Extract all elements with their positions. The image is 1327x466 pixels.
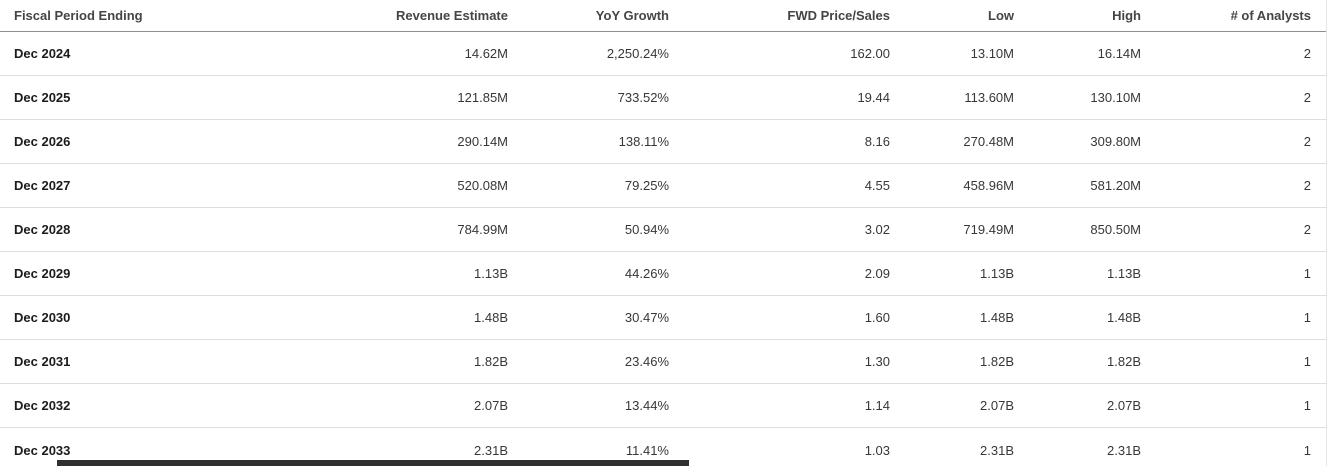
table-row: Dec 2024 14.62M 2,250.24% 162.00 13.10M … — [0, 32, 1326, 76]
cell-analysts: 1 — [1303, 442, 1311, 458]
cell-analysts: 1 — [1303, 310, 1311, 325]
cell-fwd-price-sales: 1.14 — [864, 398, 890, 413]
cell-yoy-growth: 13.44% — [624, 398, 669, 413]
cell-low: 458.96M — [963, 178, 1014, 193]
cell-revenue-estimate: 520.08M — [457, 178, 508, 193]
table-row: Dec 2025 121.85M 733.52% 19.44 113.60M 1… — [0, 76, 1326, 120]
cell-low: 13.10M — [970, 46, 1014, 61]
cell-period: Dec 2027 — [14, 178, 71, 193]
cell-revenue-estimate: 14.62M — [464, 46, 508, 61]
cell-fwd-price-sales: 3.02 — [864, 222, 890, 237]
cell-revenue-estimate: 2.07B — [474, 398, 508, 413]
cell-analysts: 2 — [1303, 178, 1311, 193]
column-header-fwd-price-sales: FWD Price/Sales — [787, 8, 890, 23]
cell-analysts: 2 — [1303, 46, 1311, 61]
cell-revenue-estimate: 1.82B — [474, 354, 508, 369]
cell-analysts: 2 — [1303, 90, 1311, 105]
cell-period: Dec 2025 — [14, 90, 71, 105]
cell-high: 2.07B — [1107, 398, 1141, 413]
cell-low: 270.48M — [963, 134, 1014, 149]
column-header-yoy-growth: YoY Growth — [595, 8, 669, 23]
cell-high: 581.20M — [1090, 178, 1141, 193]
cell-revenue-estimate: 1.13B — [474, 266, 508, 281]
cell-yoy-growth: 138.11% — [618, 134, 669, 149]
cell-high: 309.80M — [1090, 134, 1141, 149]
cell-high: 850.50M — [1090, 222, 1141, 237]
column-header-fiscal-period: Fiscal Period Ending — [14, 8, 143, 23]
cell-revenue-estimate: 121.85M — [457, 90, 508, 105]
table-row: Dec 2032 2.07B 13.44% 1.14 2.07B 2.07B 1 — [0, 384, 1326, 428]
table-row: Dec 2033 2.31B 11.41% 1.03 2.31B 2.31B 1 — [0, 428, 1326, 466]
column-header-high: High — [1112, 8, 1141, 23]
cell-high: 1.13B — [1107, 266, 1141, 281]
cell-low: 719.49M — [963, 222, 1014, 237]
column-header-revenue-estimate: Revenue Estimate — [396, 8, 508, 23]
cell-low: 2.31B — [980, 442, 1014, 458]
cell-period: Dec 2028 — [14, 222, 71, 237]
column-header-analysts: # of Analysts — [1230, 8, 1311, 23]
horizontal-scrollbar-thumb[interactable] — [57, 460, 689, 466]
cell-analysts: 2 — [1303, 222, 1311, 237]
cell-fwd-price-sales: 1.60 — [864, 310, 890, 325]
table-header-row: Fiscal Period Ending Revenue Estimate Yo… — [0, 0, 1326, 32]
cell-period: Dec 2029 — [14, 266, 71, 281]
cell-yoy-growth: 23.46% — [624, 354, 669, 369]
table-row: Dec 2031 1.82B 23.46% 1.30 1.82B 1.82B 1 — [0, 340, 1326, 384]
cell-low: 1.82B — [980, 354, 1014, 369]
cell-fwd-price-sales: 2.09 — [864, 266, 890, 281]
table-row: Dec 2030 1.48B 30.47% 1.60 1.48B 1.48B 1 — [0, 296, 1326, 340]
cell-yoy-growth: 30.47% — [624, 310, 669, 325]
cell-revenue-estimate: 1.48B — [474, 310, 508, 325]
cell-revenue-estimate: 784.99M — [457, 222, 508, 237]
table-row: Dec 2029 1.13B 44.26% 2.09 1.13B 1.13B 1 — [0, 252, 1326, 296]
cell-high: 2.31B — [1107, 442, 1141, 458]
cell-fwd-price-sales: 1.03 — [864, 442, 890, 458]
cell-period: Dec 2032 — [14, 398, 71, 413]
table-row: Dec 2027 520.08M 79.25% 4.55 458.96M 581… — [0, 164, 1326, 208]
cell-revenue-estimate: 2.31B — [474, 442, 508, 458]
cell-yoy-growth: 11.41% — [625, 442, 669, 458]
table-row: Dec 2026 290.14M 138.11% 8.16 270.48M 30… — [0, 120, 1326, 164]
cell-revenue-estimate: 290.14M — [457, 134, 508, 149]
cell-high: 1.48B — [1107, 310, 1141, 325]
table-body: Dec 2024 14.62M 2,250.24% 162.00 13.10M … — [0, 32, 1326, 466]
cell-analysts: 1 — [1303, 398, 1311, 413]
table-row: Dec 2028 784.99M 50.94% 3.02 719.49M 850… — [0, 208, 1326, 252]
cell-low: 1.13B — [980, 266, 1014, 281]
cell-yoy-growth: 733.52% — [617, 90, 669, 105]
cell-yoy-growth: 50.94% — [624, 222, 669, 237]
cell-yoy-growth: 79.25% — [624, 178, 669, 193]
cell-yoy-growth: 2,250.24% — [606, 46, 669, 61]
cell-fwd-price-sales: 8.16 — [864, 134, 890, 149]
cell-fwd-price-sales: 1.30 — [864, 354, 890, 369]
cell-fwd-price-sales: 19.44 — [857, 90, 890, 105]
cell-period: Dec 2033 — [14, 442, 71, 458]
cell-low: 113.60M — [964, 90, 1014, 105]
cell-analysts: 1 — [1303, 266, 1311, 281]
cell-period: Dec 2031 — [14, 354, 71, 369]
cell-high: 16.14M — [1097, 46, 1141, 61]
cell-period: Dec 2024 — [14, 46, 71, 61]
cell-low: 2.07B — [980, 398, 1014, 413]
cell-fwd-price-sales: 162.00 — [850, 46, 890, 61]
cell-period: Dec 2026 — [14, 134, 71, 149]
cell-low: 1.48B — [980, 310, 1014, 325]
cell-analysts: 1 — [1303, 354, 1311, 369]
cell-fwd-price-sales: 4.55 — [864, 178, 890, 193]
cell-high: 1.82B — [1107, 354, 1141, 369]
cell-analysts: 2 — [1303, 134, 1311, 149]
cell-period: Dec 2030 — [14, 310, 71, 325]
cell-high: 130.10M — [1090, 90, 1141, 105]
column-header-low: Low — [988, 8, 1014, 23]
cell-yoy-growth: 44.26% — [624, 266, 669, 281]
